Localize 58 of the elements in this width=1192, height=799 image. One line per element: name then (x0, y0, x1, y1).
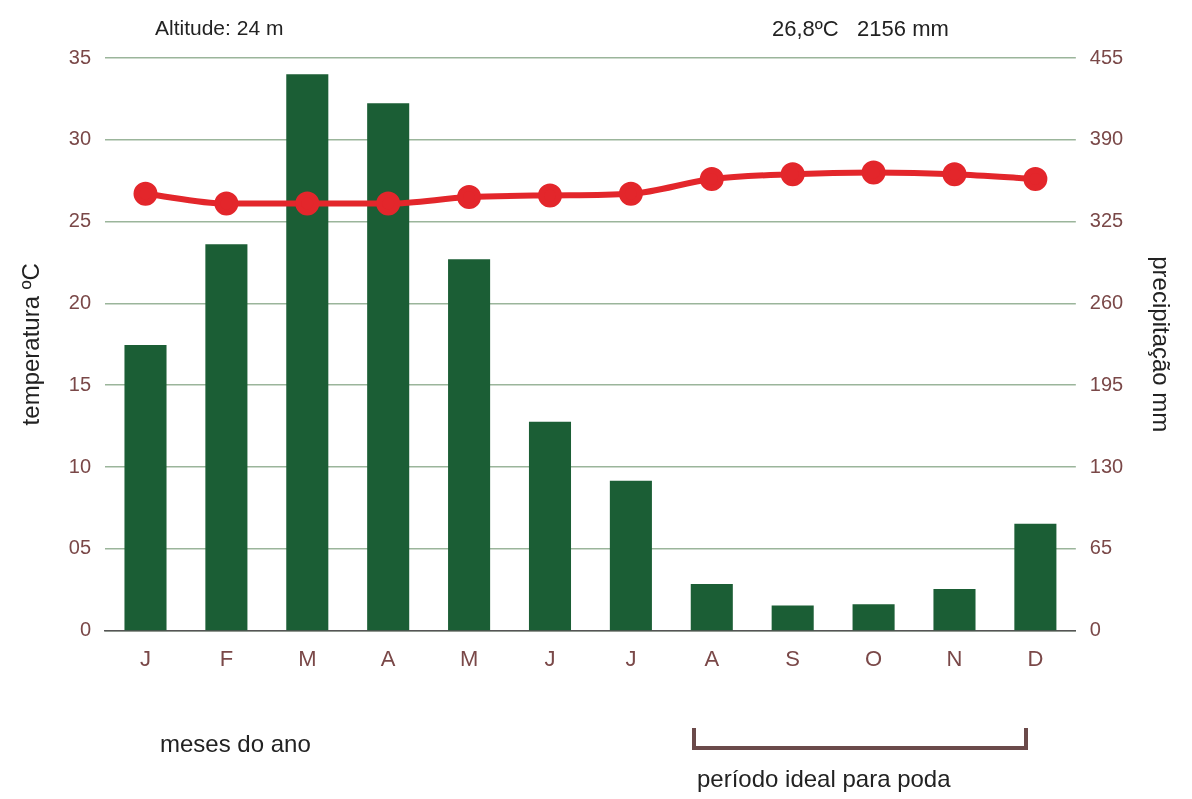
y-tick-label: 0 (79, 618, 92, 641)
x-tick-label: J (544, 645, 556, 671)
point (457, 185, 482, 210)
y-tick-label: 05 (68, 536, 92, 559)
x-tick-label: O (865, 645, 883, 671)
bar (771, 605, 814, 631)
x-tick-label: J (625, 645, 637, 671)
bar (609, 480, 652, 631)
y-tick-label: 10 (68, 454, 92, 477)
x-tick-label: F (219, 645, 234, 671)
y2-tick-label: 0 (1089, 618, 1101, 641)
point (295, 191, 320, 216)
y-tick-label: 20 (68, 290, 92, 313)
y-axis-title: temperatura ºC (17, 263, 45, 426)
x-tick-label: N (946, 645, 963, 671)
y2-tick-label: 325 (1089, 209, 1124, 232)
point (942, 162, 967, 187)
point (861, 160, 886, 185)
point (618, 181, 643, 206)
point (376, 191, 401, 216)
bar (1014, 523, 1057, 631)
x-tick-label: D (1027, 645, 1044, 671)
bar (690, 584, 733, 631)
bar (933, 589, 976, 631)
point (537, 183, 562, 208)
bar (286, 74, 329, 631)
x-tick-label: M (298, 645, 317, 671)
x-tick-label: S (785, 645, 801, 671)
text: 26,8ºC 2156 mm (772, 16, 949, 42)
bar (852, 604, 895, 631)
bar (205, 244, 248, 631)
bar (367, 103, 410, 631)
point (780, 162, 805, 187)
y-tick-label: 30 (68, 127, 92, 150)
bar (124, 344, 167, 631)
text: Altitude: 24 m (155, 16, 284, 40)
y2-tick-label: 65 (1089, 536, 1113, 559)
x-tick-label: A (380, 645, 396, 671)
x-tick-label: J (140, 645, 151, 671)
y2-tick-label: 455 (1089, 45, 1124, 68)
y-tick-label: 25 (68, 209, 92, 232)
point (133, 181, 158, 206)
x-tick-label: A (704, 645, 720, 671)
y-tick-label: 35 (68, 45, 92, 68)
y2-tick-label: 390 (1089, 127, 1124, 150)
text: período ideal para poda (697, 765, 951, 793)
x-tick-label: M (459, 645, 479, 671)
y2-tick-label: 130 (1089, 454, 1124, 477)
y2-tick-label: 195 (1089, 372, 1124, 395)
y-tick-label: 15 (68, 372, 92, 395)
point (699, 167, 724, 192)
y2-axis-title: precipitação mm (1147, 256, 1175, 433)
bar (448, 259, 491, 631)
point (1023, 167, 1048, 192)
x-axis-title: meses do ano (160, 730, 311, 758)
point (214, 191, 239, 216)
bar (528, 421, 572, 631)
y2-tick-label: 260 (1089, 290, 1124, 313)
